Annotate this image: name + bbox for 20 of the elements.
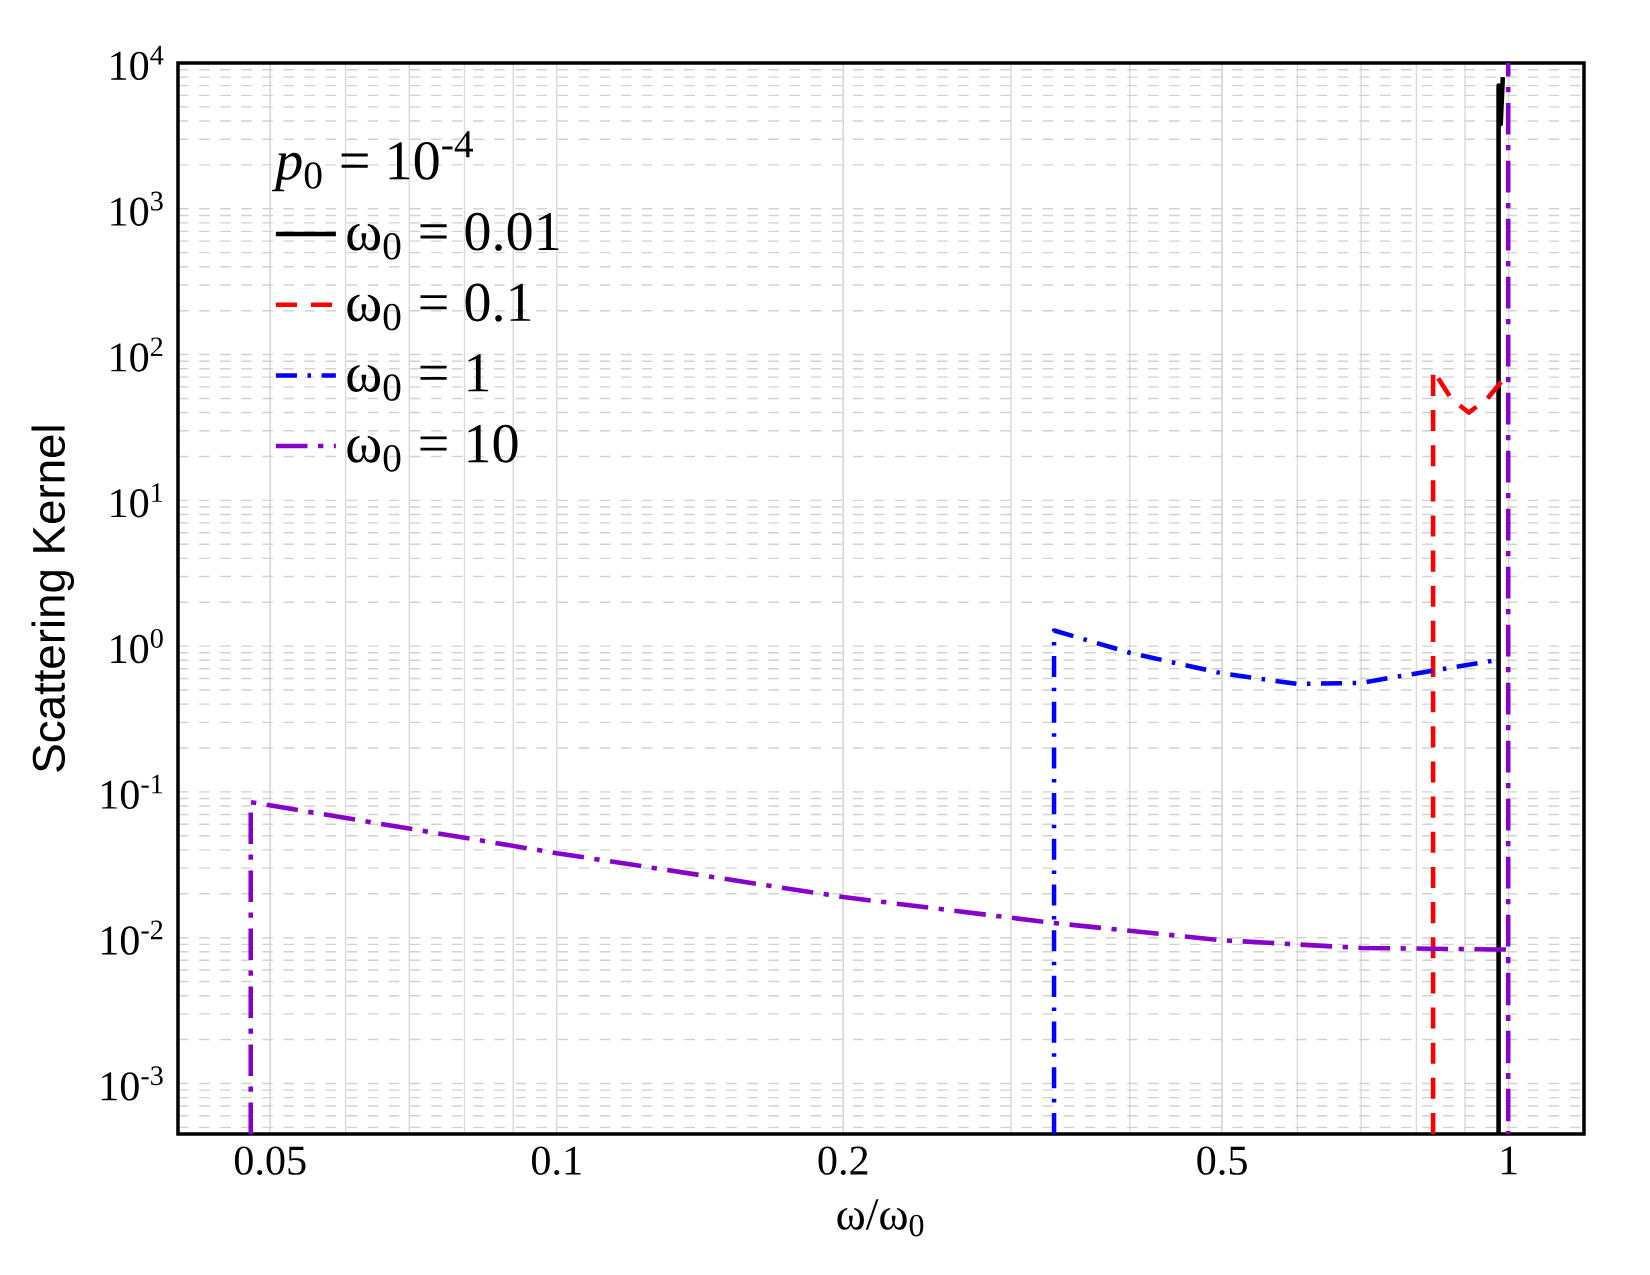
y-tick-label: 10$^{-2}$ bbox=[101, 920, 163, 955]
y-tick-label: 10$^{3}$ bbox=[111, 191, 163, 226]
legend-label: ω$_{0}$ = 1 bbox=[347, 354, 489, 401]
legend-title: p$_{0}$ = 10$^{-4}$ bbox=[271, 131, 473, 192]
y-tick-label: 10$^{-1}$ bbox=[101, 774, 163, 810]
x-axis-title: ω/ω$_{0}$ bbox=[837, 1199, 924, 1237]
x-tick-label: 1 bbox=[1501, 1146, 1517, 1175]
x-tick-label: 0.2 bbox=[818, 1146, 868, 1176]
y-tick-label: 10$^{0}$ bbox=[111, 628, 163, 664]
y-axis-title: Scattering Kernel bbox=[31, 426, 75, 772]
y-tick-label: 10$^{1}$ bbox=[111, 483, 163, 518]
x-tick-label: 0.5 bbox=[1197, 1146, 1247, 1176]
y-tick-label: 10$^{2}$ bbox=[111, 337, 163, 372]
y-tick-label: 10$^{4}$ bbox=[111, 45, 164, 81]
legend-label: ω$_{0}$ = 0.01 bbox=[347, 212, 559, 260]
x-tick-label: 0.05 bbox=[234, 1146, 306, 1176]
legend-label: ω$_{0}$ = 0.1 bbox=[347, 283, 531, 331]
y-tick-label: 10$^{-3}$ bbox=[101, 1066, 163, 1101]
x-tick-label: 0.1 bbox=[532, 1146, 581, 1176]
legend-label: ω$_{0}$ = 10 bbox=[347, 424, 518, 472]
